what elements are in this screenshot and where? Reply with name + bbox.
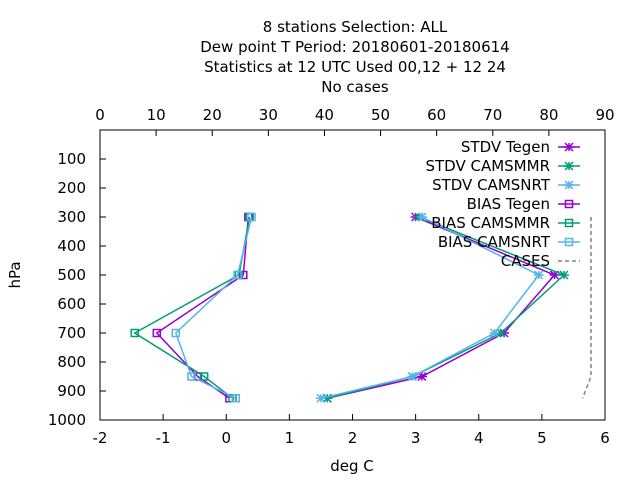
title-line-3: Statistics at 12 UTC Used 00,12 + 12 24 (204, 58, 506, 76)
data-point (152, 328, 162, 338)
title-line-2: Dew point T Period: 20180601-20180614 (200, 38, 509, 56)
x2-axis-tick-labels: 0 10 20 30 40 50 60 70 80 90 (95, 106, 614, 124)
y-tick-label: 600 (57, 295, 86, 313)
data-point (558, 270, 569, 280)
x2-tick-label: 90 (595, 106, 614, 124)
x-axis-tick-labels: -2 -1 0 1 2 3 4 5 6 (93, 429, 610, 447)
x-tick-label: 3 (411, 429, 421, 447)
x2-tick-label: 30 (259, 106, 278, 124)
x2-tick-label: 60 (427, 106, 446, 124)
data-point (233, 270, 242, 280)
y-tick-label: 200 (57, 179, 86, 197)
x2-tick-label: 10 (147, 106, 166, 124)
x-tick-label: 5 (537, 429, 547, 447)
series-cases (581, 217, 592, 399)
y-tick-label: 100 (57, 150, 86, 168)
series-line (155, 216, 250, 399)
y-tick-label: 700 (57, 324, 86, 342)
data-point (416, 212, 427, 222)
title-line-4: No cases (321, 78, 389, 96)
series-line (174, 216, 253, 399)
x2-tick-label: 70 (483, 106, 502, 124)
data-point (199, 372, 209, 381)
data-point (247, 212, 256, 222)
x2-tick-label: 80 (539, 106, 558, 124)
legend-label: BIAS CAMSNRT (438, 233, 551, 251)
x2-tick-label: 20 (203, 106, 222, 124)
x-tick-label: 0 (221, 429, 231, 447)
x-tick-label: 1 (285, 429, 295, 447)
series-bias-camsnrt (171, 212, 256, 403)
x-tick-label: 6 (600, 429, 610, 447)
data-point (187, 372, 196, 381)
axis-ticks (99, 130, 606, 421)
x-tick-label: 4 (474, 429, 484, 447)
data-point (489, 328, 500, 338)
data-point (416, 371, 427, 382)
chart-title: 8 stations Selection: ALL Dew point T Pe… (200, 18, 509, 96)
legend-marker (564, 237, 574, 247)
data-point (239, 270, 248, 280)
x2-tick-label: 50 (371, 106, 390, 124)
series-group (130, 212, 592, 403)
y-tick-label: 400 (57, 237, 86, 255)
x2-tick-label: 0 (95, 106, 105, 124)
y-axis-tick-labels: 100 200 300 400 500 600 700 800 900 1000 (48, 150, 86, 429)
series-line (581, 217, 592, 399)
legend-label: STDV Tegen (461, 138, 550, 156)
legend-label: CASES (501, 252, 550, 270)
data-point (130, 328, 139, 338)
data-point (549, 270, 560, 280)
x-tick-label: 2 (348, 429, 358, 447)
y-tick-label: 300 (57, 208, 86, 226)
legend-label: STDV CAMSMMR (425, 157, 550, 175)
y-tick-label: 1000 (48, 411, 86, 429)
title-line-1: 8 stations Selection: ALL (263, 18, 448, 36)
data-point (315, 393, 326, 403)
y-tick-label: 800 (57, 353, 86, 371)
legend-marker (564, 218, 574, 228)
data-point (407, 371, 418, 382)
legend-marker (564, 142, 574, 152)
series-stdv-camsnrt (315, 212, 544, 403)
legend-label: BIAS CAMSMMR (431, 214, 550, 232)
legend-marker (564, 161, 574, 171)
y-tick-label: 500 (57, 266, 86, 284)
legend-label: BIAS Tegen (467, 195, 550, 213)
x-tick-label: -1 (156, 429, 171, 447)
x2-tick-label: 40 (315, 106, 334, 124)
y-axis-label: hPa (6, 261, 24, 288)
data-point (322, 393, 333, 403)
x-axis-label: deg C (330, 457, 374, 475)
legend-label: STDV CAMSNRT (432, 176, 551, 194)
legend-marker (564, 180, 574, 190)
data-point (495, 328, 506, 338)
data-point (171, 328, 180, 338)
x-tick-label: -2 (93, 429, 108, 447)
legend-marker (564, 199, 574, 209)
y-tick-label: 900 (57, 382, 86, 400)
data-point (231, 394, 240, 403)
data-point (533, 270, 544, 280)
